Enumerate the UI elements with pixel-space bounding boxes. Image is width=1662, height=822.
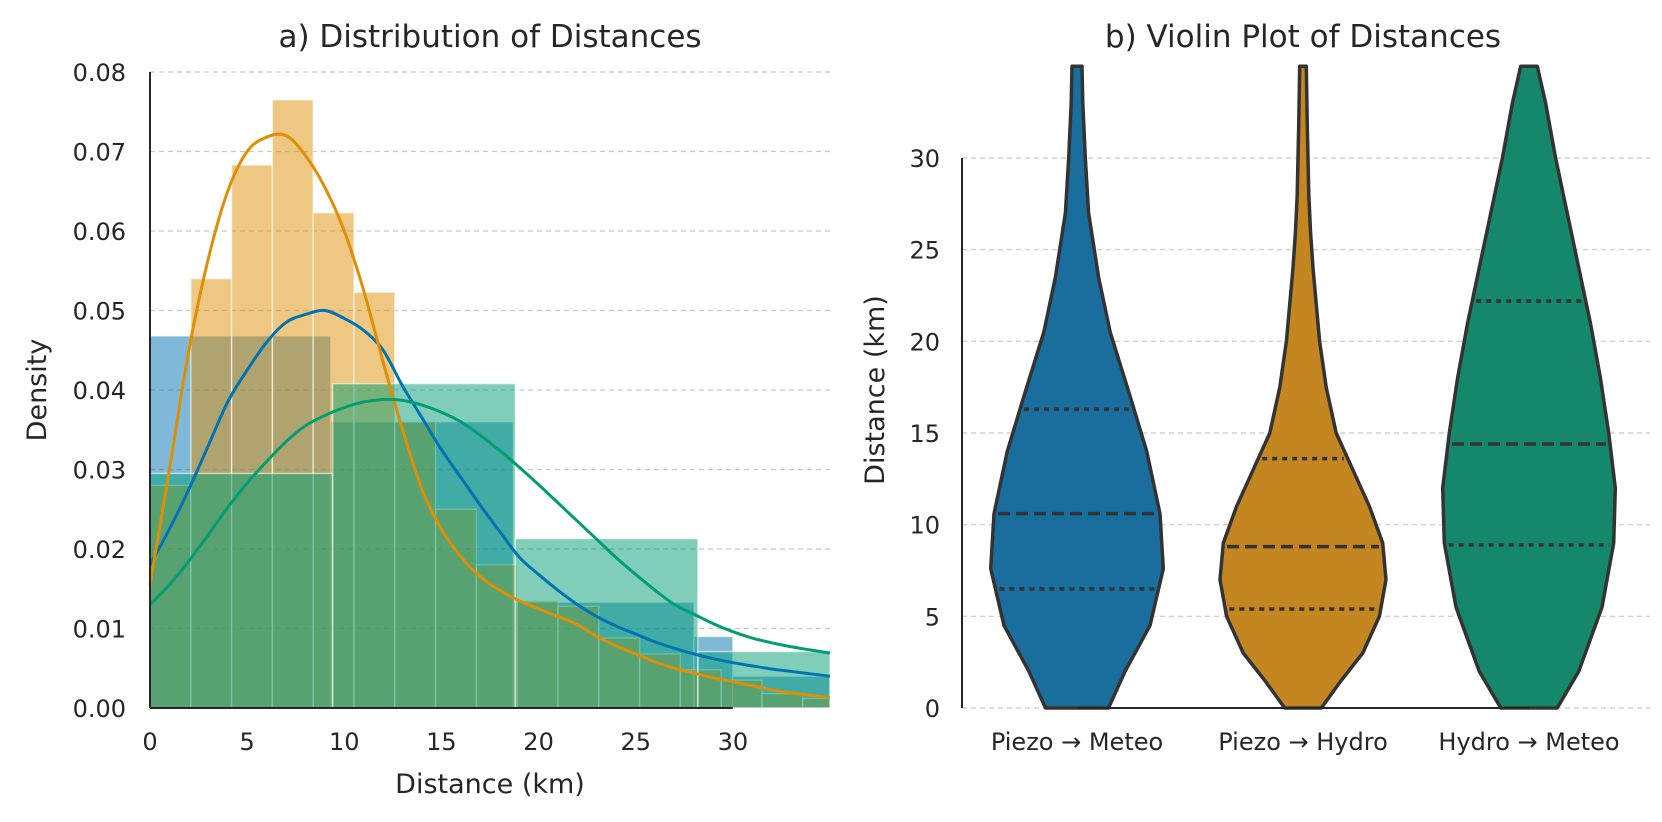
histogram-x-ticks: 0 5 10 15 20 25 30 — [142, 728, 748, 756]
violin-body-group — [1218, 64, 1388, 710]
violin-body-group — [1440, 64, 1618, 710]
histogram-x-tick-label: 15 — [426, 728, 457, 756]
violin-category-label: Piezo → Hydro — [1218, 728, 1388, 756]
violin-title: b) Violin Plot of Distances — [1105, 19, 1501, 55]
histogram-y-tick-label: 0.08 — [73, 59, 126, 87]
violin-bodies — [988, 64, 1618, 710]
violin-y-tick-label: 20 — [909, 328, 940, 356]
histogram-title: a) Distribution of Distances — [278, 19, 701, 55]
histogram-kde-curve — [148, 132, 831, 700]
violin-category-labels: Piezo → Meteo Piezo → Hydro Hydro → Meteo — [991, 728, 1620, 756]
histogram-x-label: Distance (km) — [395, 769, 585, 800]
histogram-y-tick-label: 0.02 — [73, 536, 126, 564]
histogram-kde-lines — [148, 132, 831, 700]
violin-category-label: Hydro → Meteo — [1438, 728, 1619, 756]
histogram-kde-curve — [148, 308, 831, 678]
violin-y-tick-label: 10 — [909, 512, 940, 540]
violin-body-group — [988, 64, 1166, 710]
violin-panel: 0 5 10 15 20 25 30 Piezo → Meteo Piezo → Hydro H… — [860, 19, 1650, 756]
histogram-y-tick-label: 0.05 — [73, 298, 126, 326]
histogram-y-tick-label: 0.07 — [73, 139, 126, 167]
histogram-x-tick-label: 20 — [523, 728, 554, 756]
histogram-x-tick-label: 5 — [240, 728, 255, 756]
histogram-y-ticks: 0.00 0.01 0.02 0.03 0.04 0.05 0.06 0.07 0.08 — [73, 59, 126, 723]
histogram-y-tick-label: 0.00 — [73, 695, 126, 723]
histogram-y-label: Density — [22, 339, 53, 442]
histogram-y-tick-label: 0.06 — [73, 218, 126, 246]
histogram-x-tick-label: 10 — [329, 728, 360, 756]
histogram-y-tick-label: 0.03 — [73, 457, 126, 485]
violin-y-tick-label: 15 — [909, 420, 940, 448]
violin-y-ticks: 0 5 10 15 20 25 30 — [909, 145, 940, 723]
histogram-bar — [149, 472, 334, 709]
histogram-x-tick-label: 30 — [718, 728, 749, 756]
histogram-y-tick-label: 0.04 — [73, 377, 126, 405]
violin-body — [988, 64, 1166, 710]
violin-y-tick-label: 5 — [925, 603, 940, 631]
violin-y-tick-label: 0 — [925, 695, 940, 723]
violin-axes — [961, 158, 1529, 709]
violin-y-tick-label: 30 — [909, 145, 940, 173]
histogram-bars — [149, 99, 831, 709]
violin-body — [1440, 64, 1618, 710]
histogram-bar — [331, 382, 516, 709]
histogram-x-tick-label: 0 — [142, 728, 157, 756]
histogram-x-tick-label: 25 — [620, 728, 651, 756]
histogram-panel: 0.00 0.01 0.02 0.03 0.04 0.05 0.06 0.07 0.08 0 5 1… — [22, 19, 831, 800]
violin-y-tick-label: 25 — [909, 237, 940, 265]
histogram-kde-curve — [148, 397, 831, 655]
histogram-axes — [149, 72, 733, 709]
violin-body — [1218, 64, 1388, 710]
histogram-bar — [514, 537, 699, 709]
violin-y-label: Distance (km) — [860, 295, 891, 485]
histogram-y-tick-label: 0.01 — [73, 616, 126, 644]
violin-category-label: Piezo → Meteo — [991, 728, 1163, 756]
